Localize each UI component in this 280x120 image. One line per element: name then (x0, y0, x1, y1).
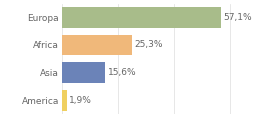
Bar (62, 62, 105, 83)
Bar (62, 7, 221, 28)
Text: 57,1%: 57,1% (224, 13, 252, 22)
Text: 15,6%: 15,6% (108, 68, 136, 77)
Text: 1,9%: 1,9% (69, 96, 92, 105)
Text: 25,3%: 25,3% (135, 41, 163, 49)
Bar (62, 90, 67, 111)
Bar (62, 35, 132, 55)
